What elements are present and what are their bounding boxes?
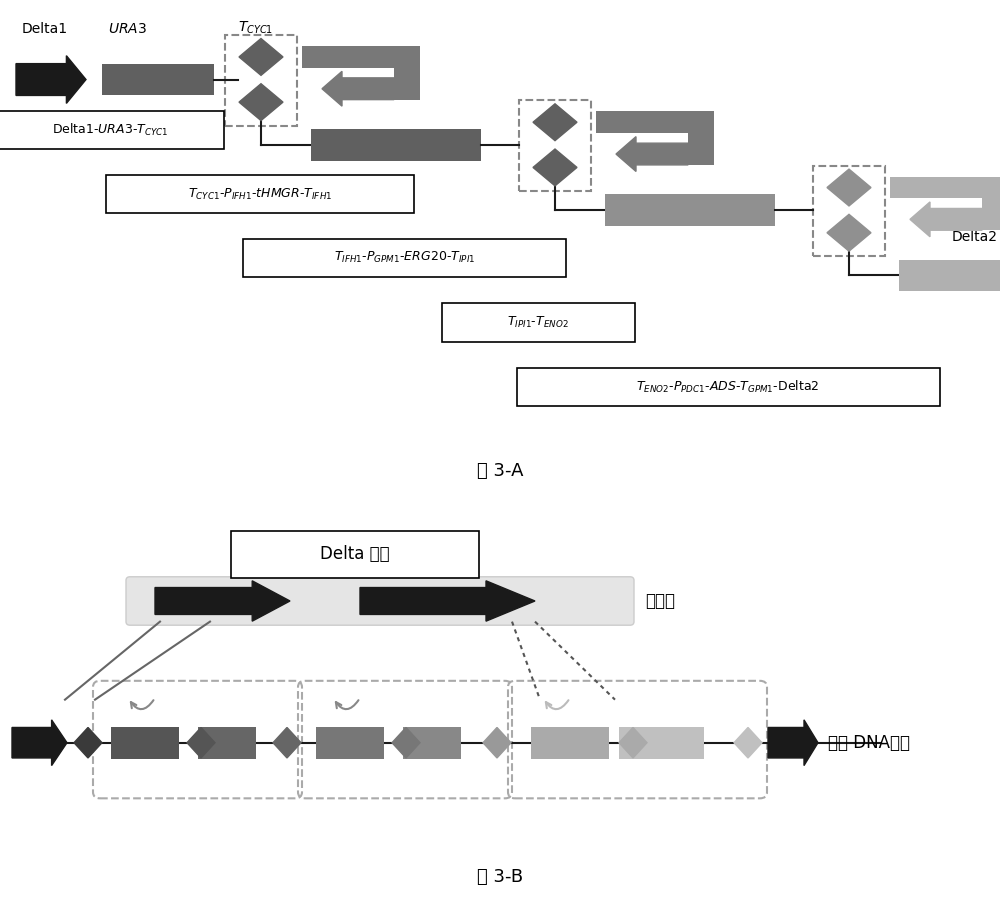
Text: $T_{CYC1}$: $T_{CYC1}$ [238,20,273,36]
Polygon shape [734,727,762,758]
Polygon shape [187,727,215,758]
FancyArrow shape [12,719,67,766]
Bar [302,46,394,68]
Bar [394,46,420,100]
Polygon shape [619,727,647,758]
Text: Delta2: Delta2 [952,230,998,244]
FancyBboxPatch shape [243,239,566,277]
FancyBboxPatch shape [0,110,224,149]
Polygon shape [533,104,577,141]
Text: 图 3-A: 图 3-A [477,461,523,480]
Bar [102,64,214,95]
Polygon shape [827,170,871,206]
FancyArrow shape [910,202,982,237]
Bar [813,166,885,257]
Polygon shape [273,727,301,758]
Text: Delta1-$\mathit{URA3}$-$T_{CYC1}$: Delta1-$\mathit{URA3}$-$T_{CYC1}$ [52,122,168,138]
Bar [531,727,609,759]
Polygon shape [239,39,283,75]
Polygon shape [239,83,283,120]
Bar [899,259,1000,292]
Text: 基因组: 基因组 [645,592,675,610]
FancyArrow shape [322,72,394,106]
Bar [688,111,714,165]
Text: 图 3-B: 图 3-B [477,868,523,886]
Bar [618,727,704,759]
Polygon shape [827,214,871,251]
Bar [198,727,256,759]
Bar [311,129,481,161]
Text: $T_{IPI1}$-$T_{ENO2}$: $T_{IPI1}$-$T_{ENO2}$ [507,315,569,330]
Bar [111,727,179,759]
Text: $T_{CYC1}$-$P_{IFH1}$-$\mathit{tHMGR}$-$T_{IFH1}$: $T_{CYC1}$-$P_{IFH1}$-$\mathit{tHMGR}$-$… [188,187,332,202]
FancyBboxPatch shape [126,577,634,625]
FancyArrow shape [155,581,290,621]
Bar [605,195,775,226]
FancyBboxPatch shape [231,530,479,579]
Text: 重组 DNA分子: 重组 DNA分子 [828,734,910,752]
Bar [403,727,461,759]
FancyBboxPatch shape [516,368,940,406]
Polygon shape [392,727,420,758]
Text: Delta1: Delta1 [22,22,68,36]
FancyArrow shape [360,581,535,621]
Text: Delta 位点: Delta 位点 [320,545,390,563]
Polygon shape [483,727,511,758]
Text: $T_{ENO2}$-$P_{PDC1}$-$\mathit{ADS}$-$T_{GPM1}$-Delta2: $T_{ENO2}$-$P_{PDC1}$-$\mathit{ADS}$-$T_… [636,379,820,395]
Text: $\mathit{URA3}$: $\mathit{URA3}$ [108,22,147,36]
Bar [225,35,297,126]
Bar [890,177,982,198]
Bar [519,100,591,191]
Text: $T_{IFH1}$-$P_{GPM1}$-$\mathit{ERG20}$-$T_{IPI1}$: $T_{IFH1}$-$P_{GPM1}$-$\mathit{ERG20}$-$… [334,250,476,266]
Bar [316,727,384,759]
FancyArrow shape [768,719,818,766]
FancyArrow shape [16,56,86,103]
Bar [596,111,688,133]
FancyBboxPatch shape [106,175,414,213]
FancyArrow shape [616,136,688,171]
Text: .: . [475,318,481,337]
Bar [982,177,1000,231]
FancyBboxPatch shape [442,303,635,342]
Polygon shape [533,149,577,186]
Polygon shape [74,727,102,758]
